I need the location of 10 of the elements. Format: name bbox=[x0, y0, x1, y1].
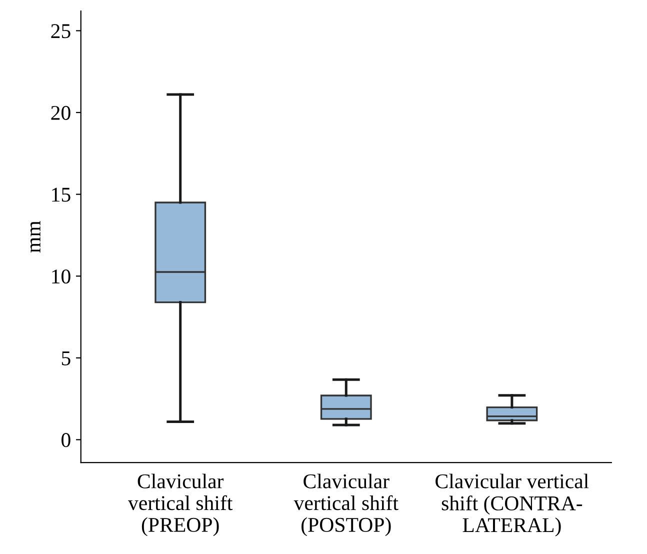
x-tick-label: Clavicular vertical shift (PREOP) bbox=[128, 474, 233, 536]
y-tick-label: 0 bbox=[62, 433, 70, 448]
y-tick-label: 25 bbox=[51, 24, 70, 38]
y-tick-label: 10 bbox=[52, 269, 70, 284]
x-tick-label: Clavicular vertical shift (CONTRA- LATERAL) bbox=[436, 474, 589, 536]
y-tick-label: 15 bbox=[52, 188, 70, 202]
y-tick-label: 20 bbox=[51, 106, 70, 120]
y-tick-label: 5 bbox=[62, 351, 70, 366]
x-tick-label: Clavicular vertical shift (POSTOP) bbox=[294, 474, 398, 536]
y-axis-title: mm bbox=[30, 220, 40, 253]
